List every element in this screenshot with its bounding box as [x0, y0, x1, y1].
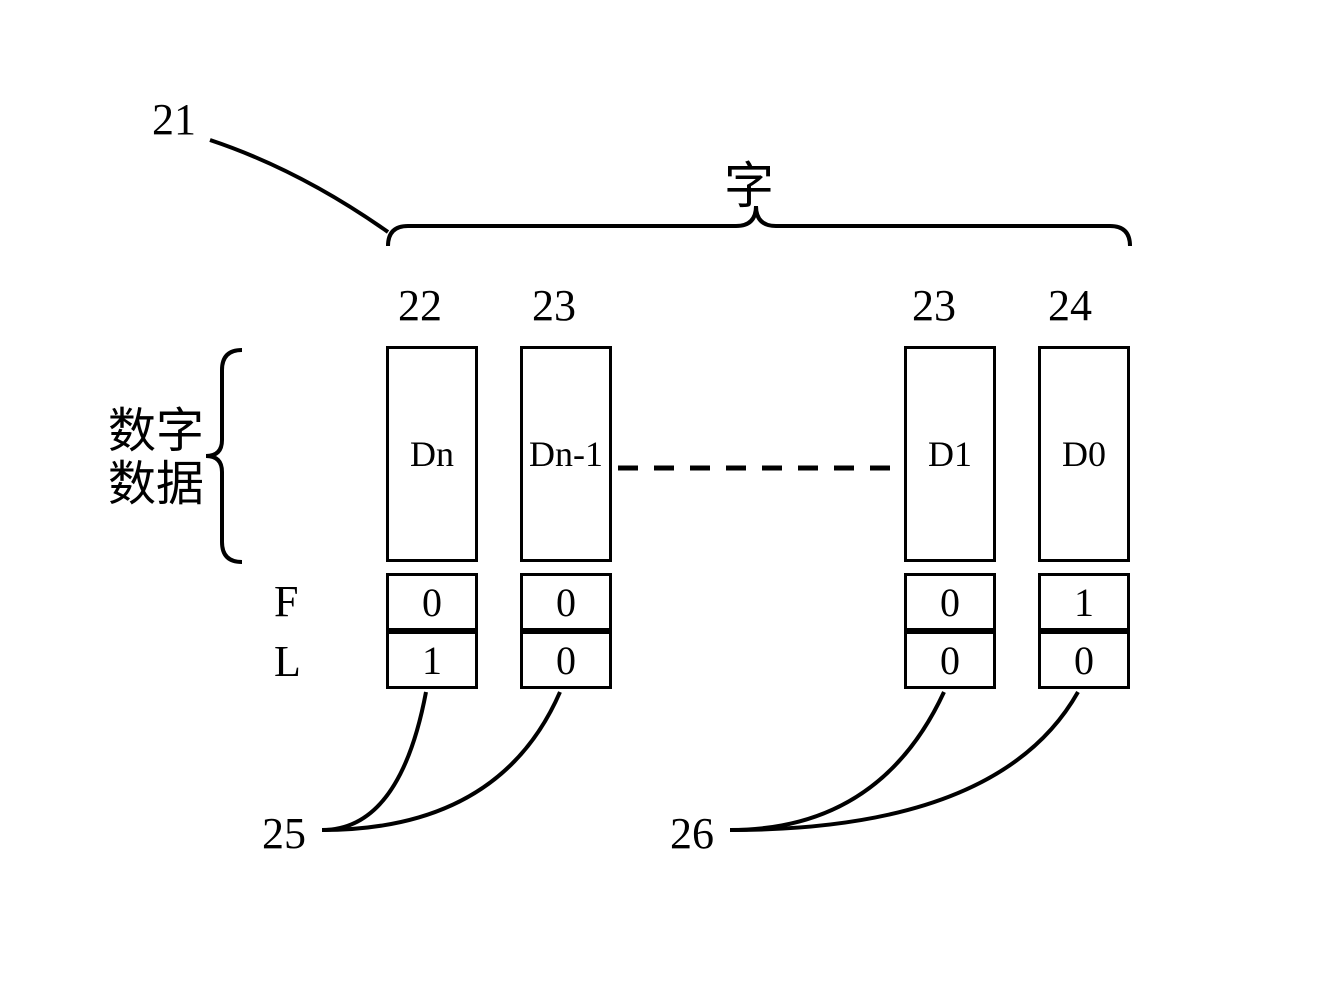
F-val-dn: 0 — [422, 579, 442, 626]
L-box-d1: 0 — [904, 631, 996, 689]
leader-25-a — [322, 692, 426, 830]
L-box-dn1: 0 — [520, 631, 612, 689]
data-box-d0: D0 — [1038, 346, 1130, 562]
digital-data-label: 数字 数据 — [108, 406, 204, 512]
ref-24: 24 — [1048, 280, 1092, 331]
left-brace — [206, 350, 242, 562]
F-box-d1: 0 — [904, 573, 996, 631]
leader-26-a — [730, 692, 944, 830]
L-val-dn1: 0 — [556, 637, 576, 684]
F-val-d1: 0 — [940, 579, 960, 626]
data-box-dn1: Dn-1 — [520, 346, 612, 562]
L-val-d0: 0 — [1074, 637, 1094, 684]
F-box-dn1: 0 — [520, 573, 612, 631]
word-title: 字 — [724, 146, 774, 218]
L-box-dn: 1 — [386, 631, 478, 689]
data-label-dn1: Dn-1 — [529, 433, 603, 475]
ref-21: 21 — [152, 94, 196, 145]
flag-F-label: F — [274, 576, 298, 627]
data-label-d0: D0 — [1062, 433, 1106, 475]
F-val-dn1: 0 — [556, 579, 576, 626]
F-box-dn: 0 — [386, 573, 478, 631]
flag-L-label: L — [274, 636, 301, 687]
F-box-d0: 1 — [1038, 573, 1130, 631]
leader-26-b — [730, 692, 1078, 830]
leader-25-b — [322, 692, 560, 830]
leader-21 — [210, 140, 388, 232]
data-label-dn: Dn — [410, 433, 454, 475]
L-val-dn: 1 — [422, 637, 442, 684]
ref-22: 22 — [398, 280, 442, 331]
data-label-d1: D1 — [928, 433, 972, 475]
ref-26: 26 — [670, 808, 714, 859]
L-val-d1: 0 — [940, 637, 960, 684]
data-box-d1: D1 — [904, 346, 996, 562]
ref-23a: 23 — [532, 280, 576, 331]
F-val-d0: 1 — [1074, 579, 1094, 626]
ref-23b: 23 — [912, 280, 956, 331]
ref-25: 25 — [262, 808, 306, 859]
data-box-dn: Dn — [386, 346, 478, 562]
L-box-d0: 0 — [1038, 631, 1130, 689]
